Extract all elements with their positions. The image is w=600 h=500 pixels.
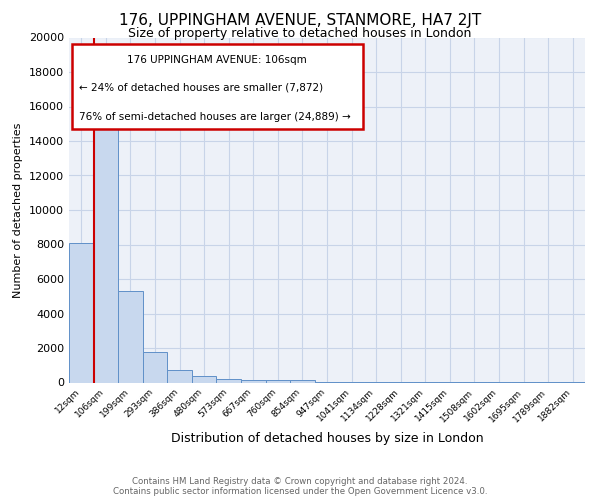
Text: 76% of semi-detached houses are larger (24,889) →: 76% of semi-detached houses are larger (…	[79, 112, 351, 122]
Bar	[118, 291, 143, 382]
Bar	[290, 380, 315, 382]
Bar	[167, 370, 192, 382]
Bar	[94, 96, 118, 382]
Bar	[266, 380, 290, 382]
FancyBboxPatch shape	[71, 44, 363, 129]
Text: 176, UPPINGHAM AVENUE, STANMORE, HA7 2JT: 176, UPPINGHAM AVENUE, STANMORE, HA7 2JT	[119, 12, 481, 28]
Bar	[217, 379, 241, 382]
Text: 176 UPPINGHAM AVENUE: 106sqm: 176 UPPINGHAM AVENUE: 106sqm	[127, 54, 307, 64]
Bar	[69, 243, 94, 382]
Text: Contains public sector information licensed under the Open Government Licence v3: Contains public sector information licen…	[113, 487, 487, 496]
Text: Size of property relative to detached houses in London: Size of property relative to detached ho…	[128, 28, 472, 40]
Bar	[192, 376, 217, 382]
Text: Contains HM Land Registry data © Crown copyright and database right 2024.: Contains HM Land Registry data © Crown c…	[132, 477, 468, 486]
X-axis label: Distribution of detached houses by size in London: Distribution of detached houses by size …	[170, 432, 484, 445]
Bar	[143, 352, 167, 382]
Y-axis label: Number of detached properties: Number of detached properties	[13, 122, 23, 298]
Bar	[241, 380, 266, 382]
Text: ← 24% of detached houses are smaller (7,872): ← 24% of detached houses are smaller (7,…	[79, 82, 323, 92]
